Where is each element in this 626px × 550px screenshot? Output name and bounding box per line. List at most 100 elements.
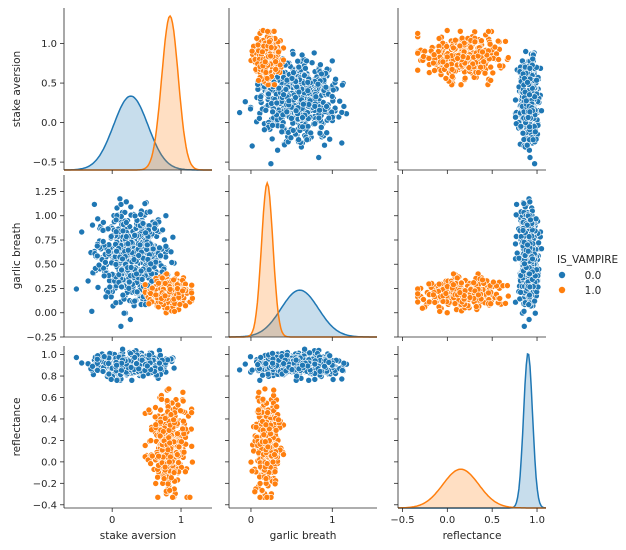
point-0: [112, 261, 120, 268]
point-0: [78, 228, 85, 236]
point-0: [316, 129, 324, 137]
point-1: [261, 58, 269, 66]
point-0: [133, 270, 140, 278]
point-0: [128, 376, 136, 384]
point-0: [131, 212, 139, 220]
point-1: [502, 300, 509, 307]
point-1: [502, 38, 509, 45]
point-0: [302, 65, 309, 72]
point-0: [157, 252, 164, 259]
point-0: [314, 80, 322, 88]
point-0: [120, 309, 128, 317]
point-0: [295, 63, 303, 71]
subplot-1-1: [225, 175, 377, 341]
point-1: [452, 36, 459, 44]
point-0: [119, 227, 127, 235]
point-1: [435, 280, 443, 288]
point-0: [295, 88, 303, 96]
point-1: [436, 308, 444, 315]
point-0: [520, 136, 528, 143]
point-0: [269, 108, 276, 116]
point-0: [526, 283, 534, 291]
point-0: [117, 322, 125, 330]
point-1: [186, 493, 194, 501]
point-0: [288, 75, 296, 82]
point-0: [299, 114, 306, 121]
point-0: [321, 141, 328, 149]
point-0: [118, 266, 125, 274]
point-0: [106, 283, 114, 291]
point-0: [531, 297, 538, 305]
point-0: [126, 278, 133, 286]
point-1: [189, 294, 196, 302]
point-1: [177, 407, 184, 415]
point-0: [113, 247, 120, 255]
point-0: [139, 220, 147, 227]
point-1: [179, 397, 187, 405]
point-0: [73, 354, 80, 361]
point-1: [439, 58, 447, 66]
point-0: [336, 97, 344, 105]
point-0: [289, 50, 297, 58]
kde-fill-0: [229, 290, 377, 337]
point-1: [419, 304, 426, 312]
point-1: [188, 289, 195, 297]
point-0: [236, 109, 243, 116]
point-1: [459, 53, 467, 60]
point-1: [248, 47, 256, 55]
point-0: [269, 122, 276, 129]
point-0: [287, 134, 295, 141]
point-0: [524, 241, 531, 249]
point-0: [88, 307, 96, 315]
point-0: [123, 198, 130, 206]
point-1: [486, 40, 494, 48]
point-1: [431, 67, 438, 74]
point-1: [154, 493, 162, 501]
point-0: [99, 238, 107, 245]
point-1: [149, 284, 156, 292]
point-0: [303, 57, 310, 65]
point-0: [526, 123, 533, 131]
point-1: [154, 473, 161, 481]
point-0: [136, 241, 144, 249]
point-0: [339, 81, 346, 89]
point-1: [495, 56, 502, 63]
point-0: [529, 55, 537, 63]
point-0: [89, 362, 96, 370]
point-0: [315, 114, 323, 122]
point-1: [272, 58, 279, 66]
point-0: [267, 160, 275, 167]
point-0: [523, 141, 531, 149]
point-0: [257, 93, 265, 100]
point-0: [529, 136, 537, 143]
y-tick-label: 0.75: [35, 235, 57, 246]
point-0: [532, 215, 540, 223]
point-1: [267, 44, 275, 51]
point-0: [328, 93, 336, 100]
point-1: [478, 37, 485, 45]
point-1: [275, 48, 282, 56]
point-0: [526, 108, 534, 116]
point-0: [138, 276, 146, 283]
point-0: [135, 252, 142, 259]
point-1: [414, 66, 422, 74]
point-0: [526, 291, 533, 299]
point-1: [485, 289, 492, 297]
point-1: [263, 75, 271, 82]
y-tick-label: 1.00: [35, 211, 57, 222]
point-0: [526, 270, 533, 278]
point-1: [166, 285, 174, 293]
point-1: [152, 480, 159, 487]
point-1: [456, 289, 464, 296]
point-0: [167, 248, 175, 256]
point-1: [443, 53, 451, 61]
point-0: [105, 360, 112, 367]
point-1: [480, 58, 488, 66]
point-0: [119, 291, 127, 299]
point-1: [169, 493, 176, 501]
point-0: [261, 126, 268, 133]
point-0: [89, 221, 96, 229]
point-0: [256, 115, 263, 122]
point-0: [304, 79, 312, 86]
